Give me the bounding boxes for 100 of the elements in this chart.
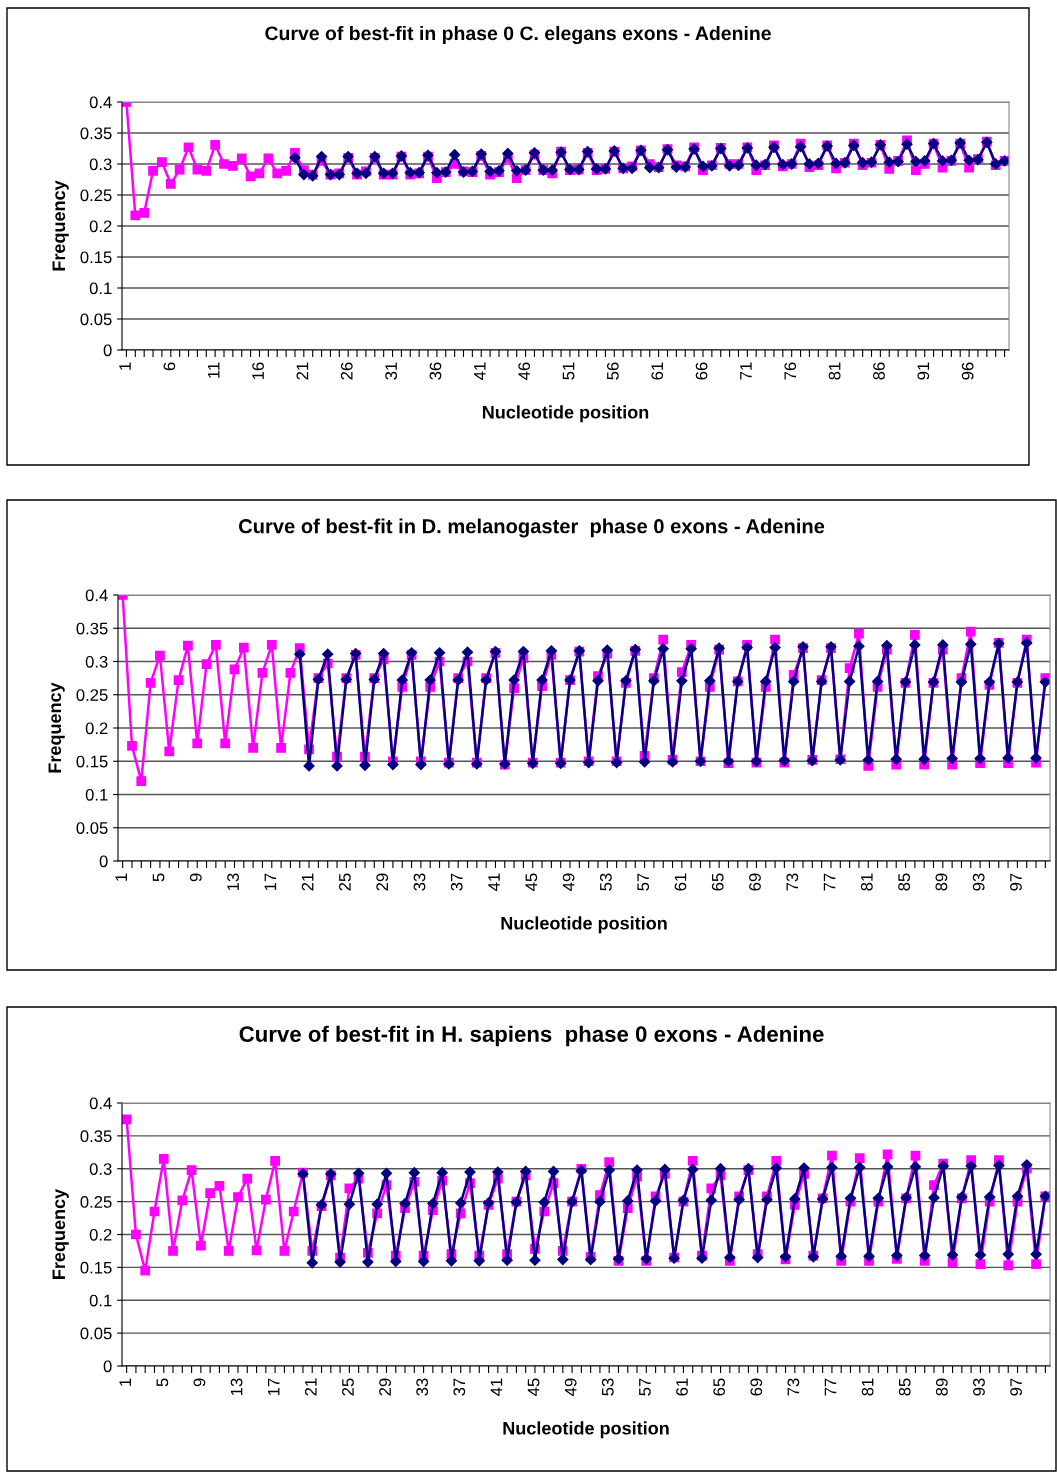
x-tick-label: 53 (599, 873, 612, 891)
y-tick-label: 0.2 (89, 1228, 112, 1241)
x-tick-label: 49 (564, 1378, 577, 1396)
x-tick-label: 21 (301, 873, 314, 891)
y-tick-label: 0.25 (76, 689, 108, 701)
y-tick-label: 0.15 (76, 755, 108, 768)
x-tick-label: 77 (823, 873, 836, 891)
x-tick-label: 11 (207, 362, 220, 378)
x-tick-label: 56 (606, 362, 619, 380)
x-tick-label: 61 (676, 1378, 688, 1396)
x-tick-label: 41 (474, 362, 486, 380)
x-tick-label: 37 (450, 873, 463, 891)
y-tick-label: 0.35 (76, 622, 108, 635)
y-tick-label: 0.35 (80, 1130, 112, 1143)
x-tick-label: 33 (416, 1378, 429, 1396)
y-tick-label: 0.1 (89, 282, 112, 295)
x-tick-label: 29 (379, 1378, 391, 1396)
x-tick-label: 41 (488, 873, 500, 891)
x-tick-label: 85 (898, 873, 911, 891)
y-tick-label: 0.4 (89, 96, 112, 109)
x-tick-label: 65 (711, 873, 724, 891)
x-tick-label: 69 (750, 1378, 763, 1396)
y-tick-label: 0.25 (80, 189, 112, 202)
x-tick-label: 36 (429, 362, 442, 380)
x-tick-label: 33 (413, 873, 426, 891)
x-tick-label: 1 (119, 1378, 131, 1386)
x-tick-label: 25 (342, 1378, 354, 1396)
x-tick-label: 93 (972, 873, 985, 891)
x-axis-title: Nucleotide position (482, 405, 649, 423)
x-tick-label: 71 (740, 362, 752, 380)
y-tick-label: 0.1 (89, 1294, 112, 1307)
x-tick-label: 89 (935, 873, 948, 891)
x-tick-label: 21 (296, 362, 309, 380)
y-tick-label: 0.15 (80, 1261, 112, 1274)
x-tick-label: 5 (156, 1378, 169, 1387)
x-tick-label: 93 (973, 1378, 985, 1396)
y-axis-title: Frequency (52, 180, 69, 271)
x-tick-label: 29 (376, 873, 389, 891)
x-tick-label: 65 (713, 1378, 726, 1396)
x-tick-label: 21 (304, 1378, 317, 1396)
y-tick-label: 0 (103, 1360, 112, 1373)
x-tick-label: 46 (518, 362, 531, 380)
x-tick-label: 6 (163, 362, 176, 371)
x-tick-label: 49 (562, 873, 575, 891)
y-tick-label: 0.2 (85, 722, 108, 735)
x-tick-label: 13 (230, 1378, 243, 1396)
x-tick-label: 73 (787, 1378, 800, 1396)
y-axis-title: Frequency (48, 682, 65, 773)
x-tick-label: 16 (252, 362, 264, 380)
x-tick-label: 81 (860, 873, 873, 891)
x-tick-label: 69 (749, 873, 761, 891)
x-tick-label: 97 (1010, 1378, 1022, 1396)
x-tick-label: 25 (339, 873, 351, 891)
x-axis-title: Nucleotide position (503, 1421, 669, 1439)
y-tick-label: 0 (99, 855, 108, 868)
x-tick-label: 77 (824, 1378, 837, 1396)
x-tick-label: 1 (115, 873, 127, 881)
x-tick-label: 73 (786, 873, 799, 891)
y-tick-label: 0.4 (85, 589, 108, 602)
chart-title: Curve of best-fit in phase 0 C. elegans exons - Adenine (265, 25, 771, 45)
y-tick-label: 0.3 (89, 158, 112, 171)
x-tick-label: 45 (527, 1378, 540, 1396)
x-tick-label: 85 (898, 1378, 911, 1396)
x-tick-label: 9 (189, 873, 202, 882)
x-tick-label: 81 (828, 362, 841, 380)
x-tick-label: 41 (490, 1378, 503, 1396)
x-tick-label: 37 (453, 1378, 466, 1396)
x-tick-label: 91 (917, 362, 930, 380)
x-tick-label: 53 (601, 1378, 614, 1396)
x-tick-label: 57 (639, 1378, 651, 1396)
y-tick-label: 0.15 (80, 251, 112, 264)
x-tick-label: 51 (562, 362, 575, 380)
x-tick-label: 1 (119, 362, 131, 370)
y-axis-title: Frequency (52, 1188, 69, 1279)
x-tick-label: 89 (935, 1378, 948, 1396)
x-tick-label: 96 (961, 362, 974, 380)
y-tick-label: 0.05 (76, 822, 108, 834)
y-tick-label: 0.3 (85, 655, 108, 668)
y-tick-label: 0 (103, 344, 112, 357)
x-tick-label: 17 (267, 1378, 280, 1396)
x-tick-label: 61 (674, 873, 687, 891)
x-tick-label: 86 (873, 362, 885, 380)
x-axis-title: Nucleotide position (501, 916, 667, 934)
chart-title: Curve of best-fit in H. sapiens phase 0 exons - Adenine (239, 1025, 824, 1047)
x-tick-label: 66 (695, 362, 708, 380)
x-tick-label: 5 (152, 873, 165, 882)
x-tick-label: 26 (340, 362, 353, 380)
y-tick-label: 0.35 (80, 127, 112, 140)
y-tick-label: 0.4 (89, 1097, 112, 1110)
chart-title: Curve of best-fit in D. melanogaster phase 0 exons - Adenine (238, 518, 825, 538)
x-tick-label: 76 (784, 362, 797, 380)
y-tick-label: 0.25 (80, 1196, 112, 1208)
x-tick-label: 13 (227, 873, 239, 891)
x-tick-label: 17 (264, 873, 277, 891)
x-tick-label: 31 (385, 362, 398, 380)
y-tick-label: 0.2 (89, 220, 112, 233)
y-tick-label: 0.05 (80, 313, 112, 326)
x-tick-label: 97 (1010, 873, 1022, 891)
y-tick-label: 0.3 (89, 1163, 112, 1175)
x-tick-label: 9 (193, 1378, 206, 1387)
